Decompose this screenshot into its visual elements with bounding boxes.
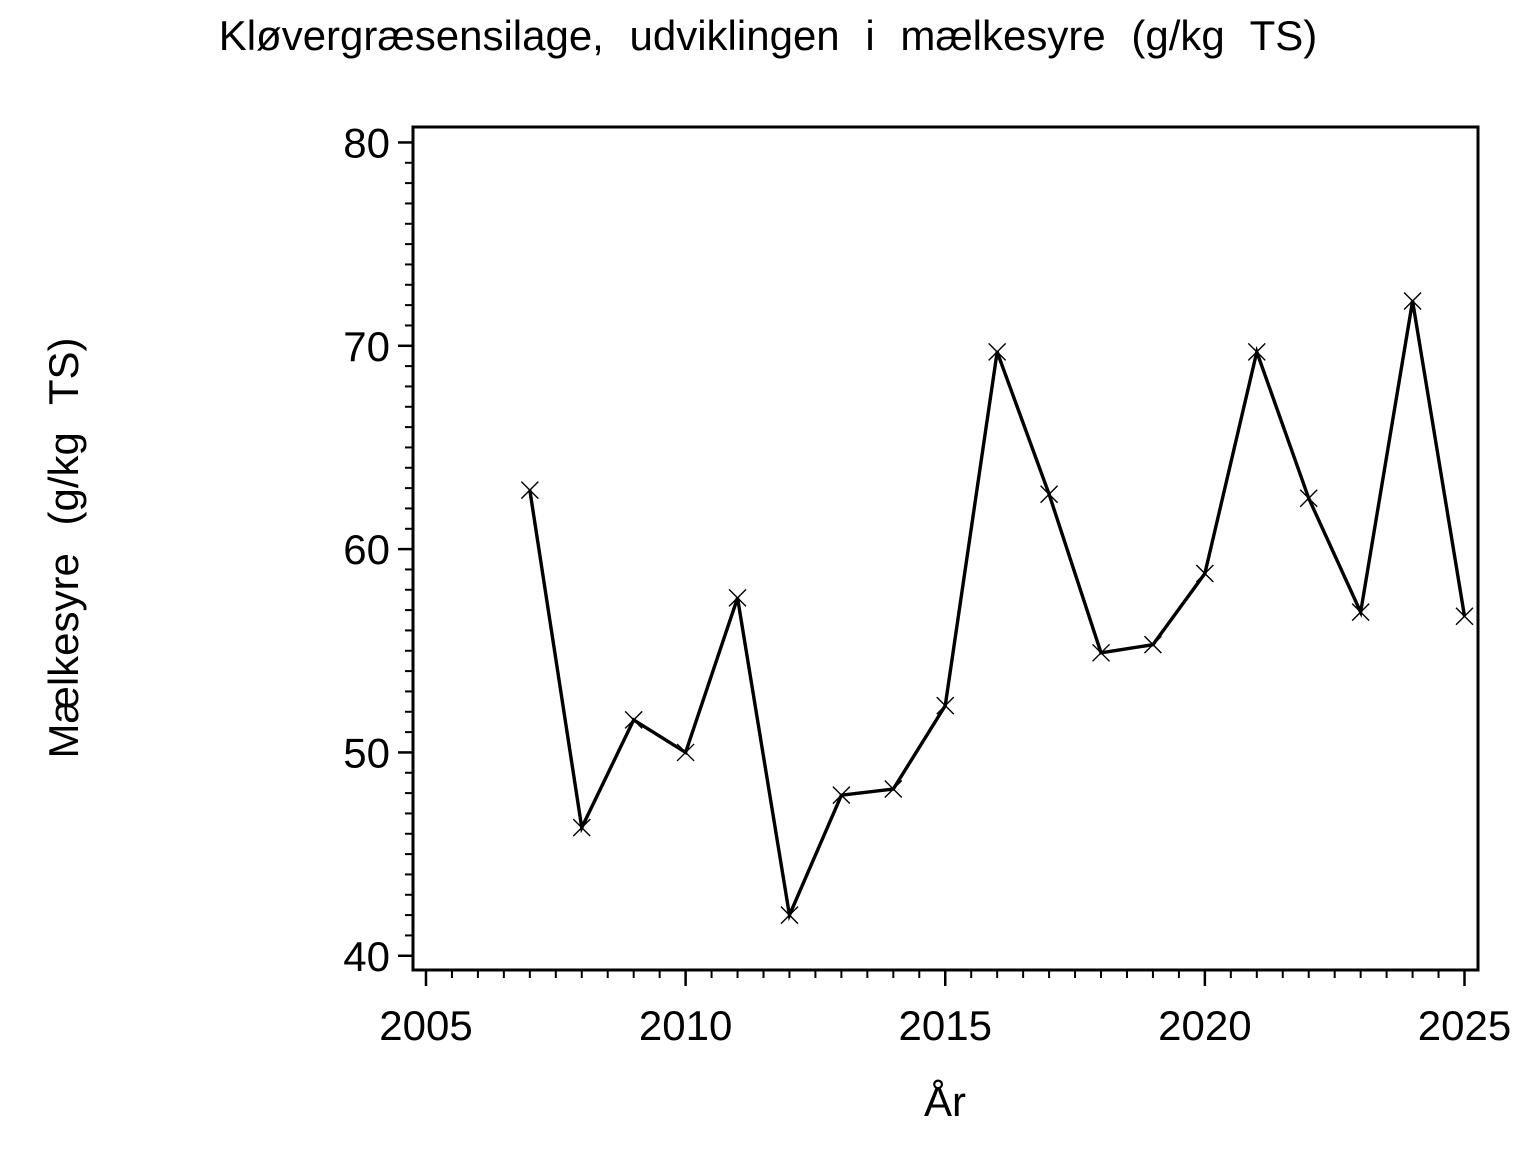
chart-title: Kløvergræsensilage, udviklingen i mælkes… (218, 12, 1318, 59)
y-tick-label: 80 (343, 119, 390, 166)
data-point-marker (728, 588, 747, 607)
data-point-marker (1351, 603, 1370, 622)
data-point-marker (884, 780, 903, 799)
y-tick-label: 70 (343, 323, 390, 370)
x-tick-label: 2015 (899, 1002, 992, 1049)
x-axis-title: År (924, 1078, 966, 1125)
data-point-marker (572, 818, 591, 837)
y-axis-title: Mælkesyre (g/kg TS) (40, 337, 87, 759)
data-point-marker (1299, 489, 1318, 508)
data-point-marker (1247, 342, 1266, 361)
plot-frame (411, 125, 1480, 972)
x-tick-label: 2020 (1158, 1002, 1251, 1049)
data-point-marker (1040, 485, 1059, 504)
y-tick-label: 60 (343, 526, 390, 573)
data-point-marker (780, 906, 799, 925)
y-tick-label: 40 (343, 933, 390, 980)
x-tick-label: 2010 (639, 1002, 732, 1049)
data-point-marker (1403, 292, 1422, 311)
data-point-marker (1195, 564, 1214, 583)
data-point-marker (1455, 607, 1474, 626)
series-line (528, 300, 1467, 922)
data-point-marker (676, 743, 695, 762)
data-point-marker (832, 786, 851, 805)
x-tick-label: 2025 (1418, 1002, 1511, 1049)
data-point-marker (1092, 643, 1111, 662)
x-tick-label: 2005 (379, 1002, 472, 1049)
data-point-marker (936, 696, 955, 715)
y-tick-label: 50 (343, 729, 390, 776)
data-point-marker (1143, 635, 1162, 654)
data-point-marker (624, 710, 643, 729)
data-point-marker (988, 342, 1007, 361)
data-point-marker (520, 481, 539, 500)
